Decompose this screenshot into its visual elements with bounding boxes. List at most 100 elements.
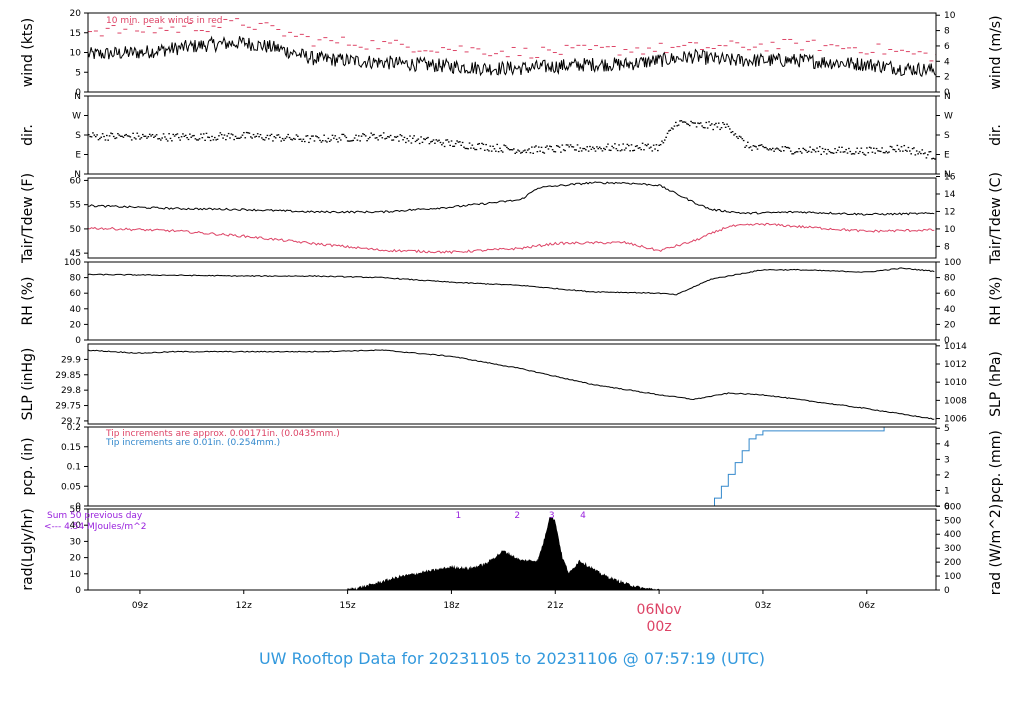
ytick-label-left: 0 <box>75 336 81 346</box>
ytick-label-left: 60 <box>70 289 82 299</box>
ylabel-right: RH (%) <box>988 277 1004 326</box>
ytick-label-left: 100 <box>64 258 81 268</box>
panel-frame <box>87 343 937 425</box>
ytick-label-right: 60 <box>944 289 956 299</box>
ytick-label-right: 8 <box>944 27 950 37</box>
panel-annotation: <--- 4.54 MJoules/m^2 <box>44 522 146 532</box>
panel-frame <box>87 508 937 591</box>
ytick-label-right: 0 <box>944 336 950 346</box>
ylabel-left: pcp. (in) <box>20 437 36 495</box>
ytick-label-right: 1012 <box>944 360 967 370</box>
ytick-label-right: 12 <box>944 207 955 217</box>
ytick-label-left: 20 <box>70 9 82 19</box>
ytick-label-right: 400 <box>944 530 961 540</box>
ytick-label-right: 3 <box>944 455 950 465</box>
ytick-label-right: 0 <box>944 502 950 512</box>
ytick-label-right: 8 <box>944 242 950 252</box>
ytick-label-left: 0.15 <box>61 443 81 453</box>
panel-frame <box>87 261 937 341</box>
panel-pcp: 0 0.05 0.1 0.15 0.2 0 1 2 3 4 5 pcp. (in) pcp. (mm) T… <box>20 423 1004 512</box>
panel-annotation: Tip increments are 0.01in. (0.254mm.) <box>105 438 280 448</box>
ytick-label-left: 80 <box>70 274 82 284</box>
ytick-label-right: 1006 <box>944 415 967 425</box>
xtick-label: 12z <box>236 601 252 611</box>
ytick-label-right: 600 <box>944 502 961 512</box>
ytick-label-right: 1008 <box>944 396 967 406</box>
ytick-label-right: 5 <box>944 424 950 434</box>
ytick-label-left: 0 <box>75 88 81 98</box>
panel-wind: 0 5 10 15 20 0 2 4 6 8 10 wind (kts) wind (m/s) 10 mi… <box>20 9 1004 98</box>
ytick-label-right: 100 <box>944 258 961 268</box>
xtick-label: 18z <box>443 601 459 611</box>
xtick-label: 09z <box>132 601 148 611</box>
xtick-date-label: 06Nov <box>637 602 682 618</box>
ytick-label-right: 2 <box>944 73 950 83</box>
ytick-label-right: 0 <box>944 586 950 596</box>
ytick-label-left: 29.9 <box>61 355 81 365</box>
ytick-label-right: 200 <box>944 558 961 568</box>
panel-slp: 29.7 29.75 29.8 29.85 29.9 1006 1008 1010 1012 10… <box>20 342 1004 427</box>
ytick-label-right: 16 <box>944 173 956 183</box>
sun-marker: 2 <box>514 511 520 521</box>
ytick-label-left: 50 <box>70 505 82 515</box>
xtick-label: 06z <box>859 601 875 611</box>
panel-frame <box>87 95 937 175</box>
ytick-label-left: 0 <box>75 502 81 512</box>
panel-annotation: Tip increments are approx. 0.00171in. (0… <box>105 429 340 439</box>
panel-annotation: Sum 50 previous day <box>47 511 143 521</box>
ytick-label-left: 40 <box>70 521 82 531</box>
ytick-label-right: N <box>944 92 951 102</box>
ylabel-right: dir. <box>988 124 1004 146</box>
ytick-label-right: 14 <box>944 190 956 200</box>
ytick-label-right: 10 <box>944 225 956 235</box>
panel-rh: 0 20 40 60 80 100 0 20 40 60 80 100 RH (%) RH (%) <box>20 258 1004 346</box>
ytick-label-right: 1010 <box>944 378 967 388</box>
series-slp-0 <box>88 349 935 420</box>
ytick-label-right: S <box>944 131 950 141</box>
ytick-label-left: 29.7 <box>61 417 81 427</box>
ylabel-right: SLP (hPa) <box>988 351 1004 417</box>
plot-area <box>88 427 936 506</box>
ytick-label-left: 20 <box>70 320 82 330</box>
ytick-label-right: 300 <box>944 544 961 554</box>
ytick-label-left: 0.2 <box>67 423 81 433</box>
ytick-label-left: 55 <box>70 201 81 211</box>
xtick-label: 15z <box>339 601 355 611</box>
plot-area <box>88 267 935 296</box>
ytick-label-left: 0 <box>75 586 81 596</box>
ytick-label-right: W <box>944 112 953 122</box>
ytick-label-right: 10 <box>944 11 956 21</box>
series-rad-0 <box>347 516 660 590</box>
ytick-label-right: 20 <box>944 320 956 330</box>
ytick-label-left: 5 <box>75 68 81 78</box>
ytick-label-right: N <box>944 170 951 180</box>
ytick-label-left: N <box>74 92 81 102</box>
series-temp-0 <box>88 181 935 216</box>
ylabel-right: rad (W/m^2) <box>988 504 1004 595</box>
series-temp-1 <box>88 222 935 254</box>
sun-marker: 4 <box>580 511 586 521</box>
ylabel-left: RH (%) <box>20 277 36 326</box>
ytick-label-right: 100 <box>944 572 961 582</box>
ytick-label-left: 29.8 <box>61 386 81 396</box>
ytick-label-right: 500 <box>944 516 961 526</box>
series-pcp-0 <box>88 427 936 506</box>
panel-frame <box>87 177 937 259</box>
ytick-label-left: 60 <box>70 176 82 186</box>
chart-title: UW Rooftop Data for 20231105 to 20231106… <box>259 649 765 668</box>
sun-marker: 3 <box>549 511 555 521</box>
plot-area <box>88 120 936 161</box>
ytick-label-left: 29.85 <box>55 371 81 381</box>
ytick-label-left: E <box>75 151 81 161</box>
ylabel-right: Tair/Tdew (C) <box>988 172 1004 265</box>
ylabel-left: dir. <box>20 124 36 146</box>
ytick-label-right: 1 <box>944 486 950 496</box>
ytick-label-left: N <box>74 170 81 180</box>
panel-temp: 45 50 55 60 8 10 12 14 16 Tair/Tdew (F) Tair/Tdew … <box>20 172 1004 265</box>
panel-rad: 010203040500100200300400500600rad(Lgly/h… <box>20 502 1004 596</box>
ytick-label-right: 40 <box>944 305 956 315</box>
plot-area <box>88 181 935 254</box>
ytick-label-left: 40 <box>70 305 82 315</box>
ytick-label-right: 4 <box>944 440 950 450</box>
